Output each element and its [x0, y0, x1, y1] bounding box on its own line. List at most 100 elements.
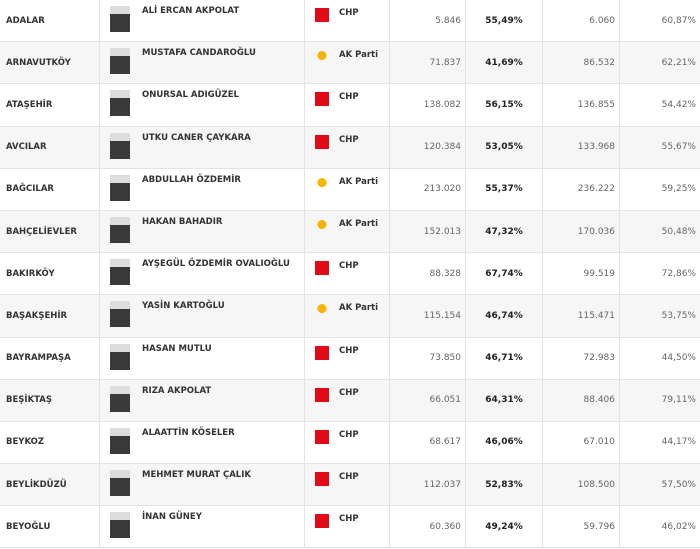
- party-logo: [315, 472, 329, 487]
- vote-percent: 67,74%: [466, 253, 543, 295]
- party-logo: [315, 387, 329, 402]
- votes: 138.082: [390, 84, 466, 126]
- candidate-photo: [110, 301, 130, 328]
- party-cell: CHP: [305, 464, 390, 506]
- party-logo: [315, 176, 329, 191]
- district: ATAŞEHİR: [0, 84, 100, 126]
- party-name: CHP: [339, 472, 359, 483]
- party-logo: [315, 261, 329, 276]
- candidate-name: ONURSAL ADIGÜZEL: [142, 90, 239, 101]
- previous-votes: 133.968: [543, 126, 620, 168]
- candidate-name: UTKU CANER ÇAYKARA: [142, 132, 251, 143]
- votes: 88.328: [390, 253, 466, 295]
- vote-percent: 49,24%: [466, 506, 543, 548]
- party-cell: AK Parti: [305, 168, 390, 210]
- previous-percent: 79,11%: [661, 395, 696, 406]
- district: ADALAR: [0, 0, 100, 42]
- party-name: CHP: [339, 345, 359, 356]
- votes: 68.617: [390, 421, 466, 464]
- party-cell: CHP: [305, 337, 390, 379]
- table-row: BAĞCILAR ABDULLAH ÖZDEMİR AK Parti 213.020 5…: [0, 168, 700, 211]
- candidate-cell: ABDULLAH ÖZDEMİR: [100, 168, 305, 210]
- votes: 115.154: [390, 295, 466, 337]
- candidate-cell: MEHMET MURAT ÇALIK: [100, 464, 305, 506]
- votes: 60.360: [390, 506, 466, 548]
- party-name: AK Parti: [339, 176, 379, 187]
- district: BAŞAKŞEHİR: [0, 295, 100, 337]
- votes: 73.850: [390, 337, 466, 379]
- party-cell: CHP: [305, 84, 390, 126]
- previous-percent: 46,02%: [661, 521, 696, 532]
- party-name: CHP: [339, 134, 359, 145]
- previous-percent: 54,42%: [661, 99, 696, 110]
- vote-percent: 64,31%: [466, 379, 543, 421]
- vote-percent: 47,32%: [466, 210, 543, 253]
- party-name: CHP: [339, 387, 359, 398]
- votes: 120.384: [390, 126, 466, 168]
- votes: 213.020: [390, 168, 466, 210]
- table-row: ARNAVUTKÖY MUSTAFA CANDAROĞLU AK Parti 71.8…: [0, 42, 700, 85]
- party-logo: [315, 514, 329, 529]
- previous-votes: 236.222: [543, 168, 620, 210]
- previous-votes: 99.519: [543, 253, 620, 295]
- district: BEŞİKTAŞ: [0, 379, 100, 421]
- previous-percent: 72,86%: [661, 268, 696, 279]
- table-row: BAŞAKŞEHİR YASİN KARTOĞLU AK Parti 115.154 4…: [0, 295, 700, 338]
- votes: 5.846: [390, 0, 466, 42]
- candidate-photo: [110, 90, 130, 117]
- table-row: BAYRAMPAŞA HASAN MUTLU CHP 73.850 46,71% 72.9…: [0, 337, 700, 380]
- candidate-name: ALİ ERCAN AKPOLAT: [142, 6, 240, 16]
- candidate-cell: HAKAN BAHADIR: [100, 210, 305, 253]
- party-cell: CHP: [305, 0, 390, 42]
- vote-percent: 46,71%: [466, 337, 543, 379]
- party-logo: [315, 92, 329, 107]
- candidate-photo: [110, 48, 130, 75]
- party-name: CHP: [339, 514, 359, 525]
- previous-percent: 44,50%: [661, 353, 696, 364]
- candidate-photo: [110, 385, 130, 412]
- party-name: CHP: [339, 8, 359, 18]
- candidate-photo: [110, 6, 130, 32]
- previous-percent: 60,87%: [661, 15, 696, 26]
- table-row: AVCILAR UTKU CANER ÇAYKARA CHP 120.384 53,05…: [0, 126, 700, 169]
- vote-percent: 46,06%: [466, 421, 543, 464]
- table-row: BEYLİKDÜZÜ MEHMET MURAT ÇALIK CHP 112.037 52…: [0, 464, 700, 507]
- vote-percent: 41,69%: [466, 42, 543, 84]
- previous-votes: 59.796: [543, 506, 620, 548]
- previous-percent: 62,21%: [661, 57, 696, 68]
- party-logo: [315, 8, 329, 22]
- candidate-cell: UTKU CANER ÇAYKARA: [100, 126, 305, 168]
- candidate-photo: [110, 512, 130, 539]
- candidate-name: ALAATTİN KÖSELER: [142, 427, 235, 438]
- candidate-cell: HASAN MUTLU: [100, 337, 305, 379]
- candidate-cell: MUSTAFA CANDAROĞLU: [100, 42, 305, 84]
- candidate-photo: [110, 132, 130, 159]
- vote-percent: 55,49%: [466, 0, 543, 42]
- vote-percent: 56,15%: [466, 84, 543, 126]
- party-name: CHP: [339, 261, 359, 272]
- party-name: CHP: [339, 92, 359, 103]
- vote-percent: 46,74%: [466, 295, 543, 337]
- vote-percent: 53,05%: [466, 126, 543, 168]
- district: ARNAVUTKÖY: [0, 42, 100, 84]
- table-row: ATAŞEHİR ONURSAL ADIGÜZEL CHP 138.082 56,15%…: [0, 84, 700, 127]
- previous-percent: 55,67%: [661, 142, 696, 153]
- candidate-cell: RIZA AKPOLAT: [100, 379, 305, 421]
- vote-percent: 55,37%: [466, 168, 543, 210]
- previous-percent: 50,48%: [661, 226, 696, 237]
- party-cell: AK Parti: [305, 210, 390, 253]
- previous-votes: 72.983: [543, 337, 620, 379]
- party-logo: [315, 50, 329, 65]
- candidate-cell: YASİN KARTOĞLU: [100, 295, 305, 337]
- party-logo: [315, 303, 329, 318]
- candidate-name: İNAN GÜNEY: [142, 512, 202, 523]
- party-cell: CHP: [305, 421, 390, 464]
- candidate-photo: [110, 343, 130, 370]
- party-cell: AK Parti: [305, 42, 390, 84]
- previous-votes: 6.060: [543, 0, 620, 42]
- candidate-name: HAKAN BAHADIR: [142, 216, 223, 227]
- candidate-name: YASİN KARTOĞLU: [142, 301, 225, 312]
- previous-votes: 108.500: [543, 464, 620, 506]
- party-name: CHP: [339, 429, 359, 440]
- votes: 71.837: [390, 42, 466, 84]
